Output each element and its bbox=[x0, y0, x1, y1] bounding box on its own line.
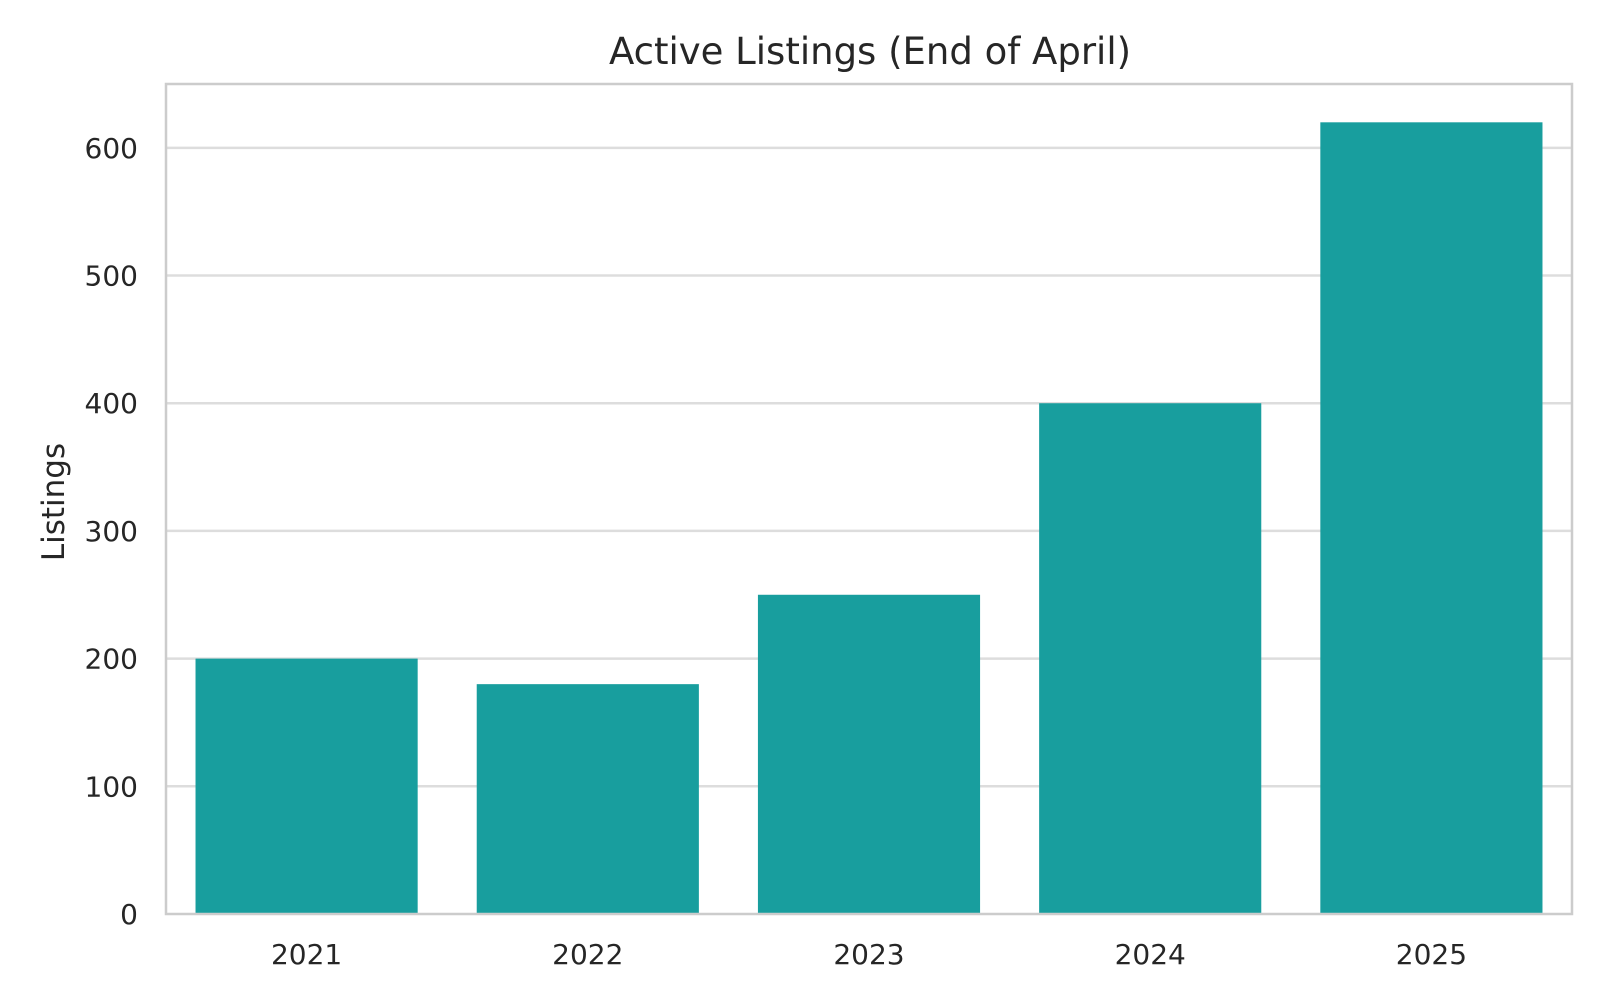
plot-frame bbox=[164, 82, 1574, 916]
x-tick-labels: 2021 2022 2023 2024 2025 bbox=[271, 938, 1467, 971]
y-tick-label: 100 bbox=[85, 770, 138, 803]
x-tick-label: 2022 bbox=[552, 938, 623, 971]
y-tick-label: 400 bbox=[85, 387, 138, 420]
y-axis-label: Listings bbox=[36, 443, 72, 561]
y-tick-label: 300 bbox=[85, 515, 138, 548]
y-tick-label: 600 bbox=[85, 132, 138, 165]
y-tick-label: 200 bbox=[85, 643, 138, 676]
x-tick-label: 2025 bbox=[1396, 938, 1467, 971]
bar-2025 bbox=[1320, 122, 1543, 915]
y-tick-labels: 0 100 200 300 400 500 600 bbox=[85, 132, 138, 931]
x-tick-label: 2023 bbox=[833, 938, 904, 971]
bar-2024 bbox=[1039, 403, 1262, 914]
bar-2022 bbox=[476, 684, 699, 914]
bar-2023 bbox=[757, 594, 981, 914]
y-tick-label: 500 bbox=[85, 260, 138, 293]
x-tick-label: 2024 bbox=[1115, 938, 1186, 971]
bars bbox=[195, 122, 1543, 915]
x-tick-label: 2021 bbox=[271, 938, 342, 971]
chart-title: Active Listings (End of April) bbox=[609, 30, 1131, 73]
bar-2021 bbox=[195, 658, 418, 914]
y-tick-label: 0 bbox=[120, 898, 138, 931]
